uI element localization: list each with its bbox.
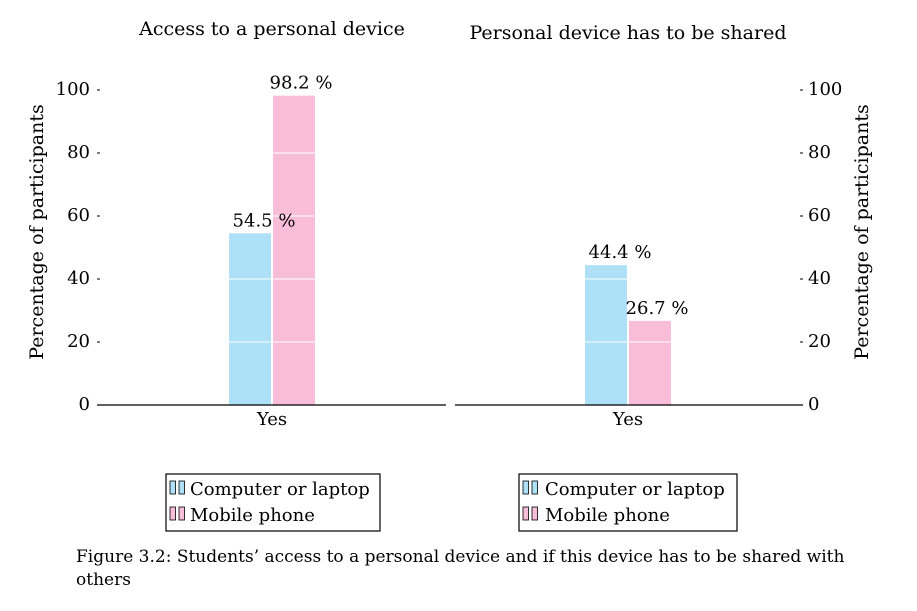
y-axis-label: Percentage of participants [26,104,48,359]
legend-label: Mobile phone [545,505,670,526]
x-tick-label: Yes [612,409,643,430]
bar-computer [585,265,627,405]
y-tick-label: 60 [67,205,90,226]
legend-swatch-computer [522,480,529,495]
legend-swatch-mobile [169,506,176,521]
legend-box [165,473,381,532]
bars [585,152,671,405]
y-tick-label: 60 [808,205,831,226]
legend-label: Mobile phone [190,505,315,526]
y-tick-label: 40 [808,268,831,289]
figure-caption: Figure 3.2: Students’ access to a person… [76,547,845,590]
bar-computer [229,233,271,405]
data-label: 44.4 % [589,242,652,263]
data-label: 54.5 % [233,210,296,231]
chart-shared: Personal device has to be shared Percent… [455,22,873,532]
y-tick-label: 100 [808,79,842,100]
y-tick-label: 20 [808,331,831,352]
data-label: 26.7 % [626,298,689,319]
legend-swatch-mobile [522,506,529,521]
legend-swatch-computer [531,480,538,495]
chart-title: Access to a personal device [138,18,405,40]
y-tick-label: 0 [79,394,90,415]
legend: Computer or laptop Mobile phone [165,473,381,532]
bar-mobile [273,95,315,406]
y-axis-label: Percentage of participants [851,104,873,359]
y-tick-label: 0 [808,394,819,415]
legend-label: Computer or laptop [190,479,370,500]
y-tick-label: 80 [67,142,90,163]
legend-box [518,473,738,532]
chart-title: Personal device has to be shared [470,22,787,44]
legend-swatch-mobile [531,506,538,521]
y-tick-label: 80 [808,142,831,163]
bars [229,95,315,406]
legend-label: Computer or laptop [545,479,725,500]
x-tick-label: Yes [256,409,287,430]
y-tick-label: 100 [56,79,90,100]
legend-swatch-computer [178,480,185,495]
chart-access: Access to a personal device Percentage o… [26,18,446,532]
y-tick-label: 40 [67,268,90,289]
bar-mobile [629,320,671,405]
y-tick-label: 20 [67,331,90,352]
data-label: 98.2 % [270,73,333,94]
y-axis: 0 20 40 60 80 100 [800,79,842,415]
legend-swatch-mobile [178,506,185,521]
y-axis: 0 20 40 60 80 100 [56,79,100,415]
legend-swatch-computer [169,480,176,495]
legend: Computer or laptop Mobile phone [518,473,738,532]
